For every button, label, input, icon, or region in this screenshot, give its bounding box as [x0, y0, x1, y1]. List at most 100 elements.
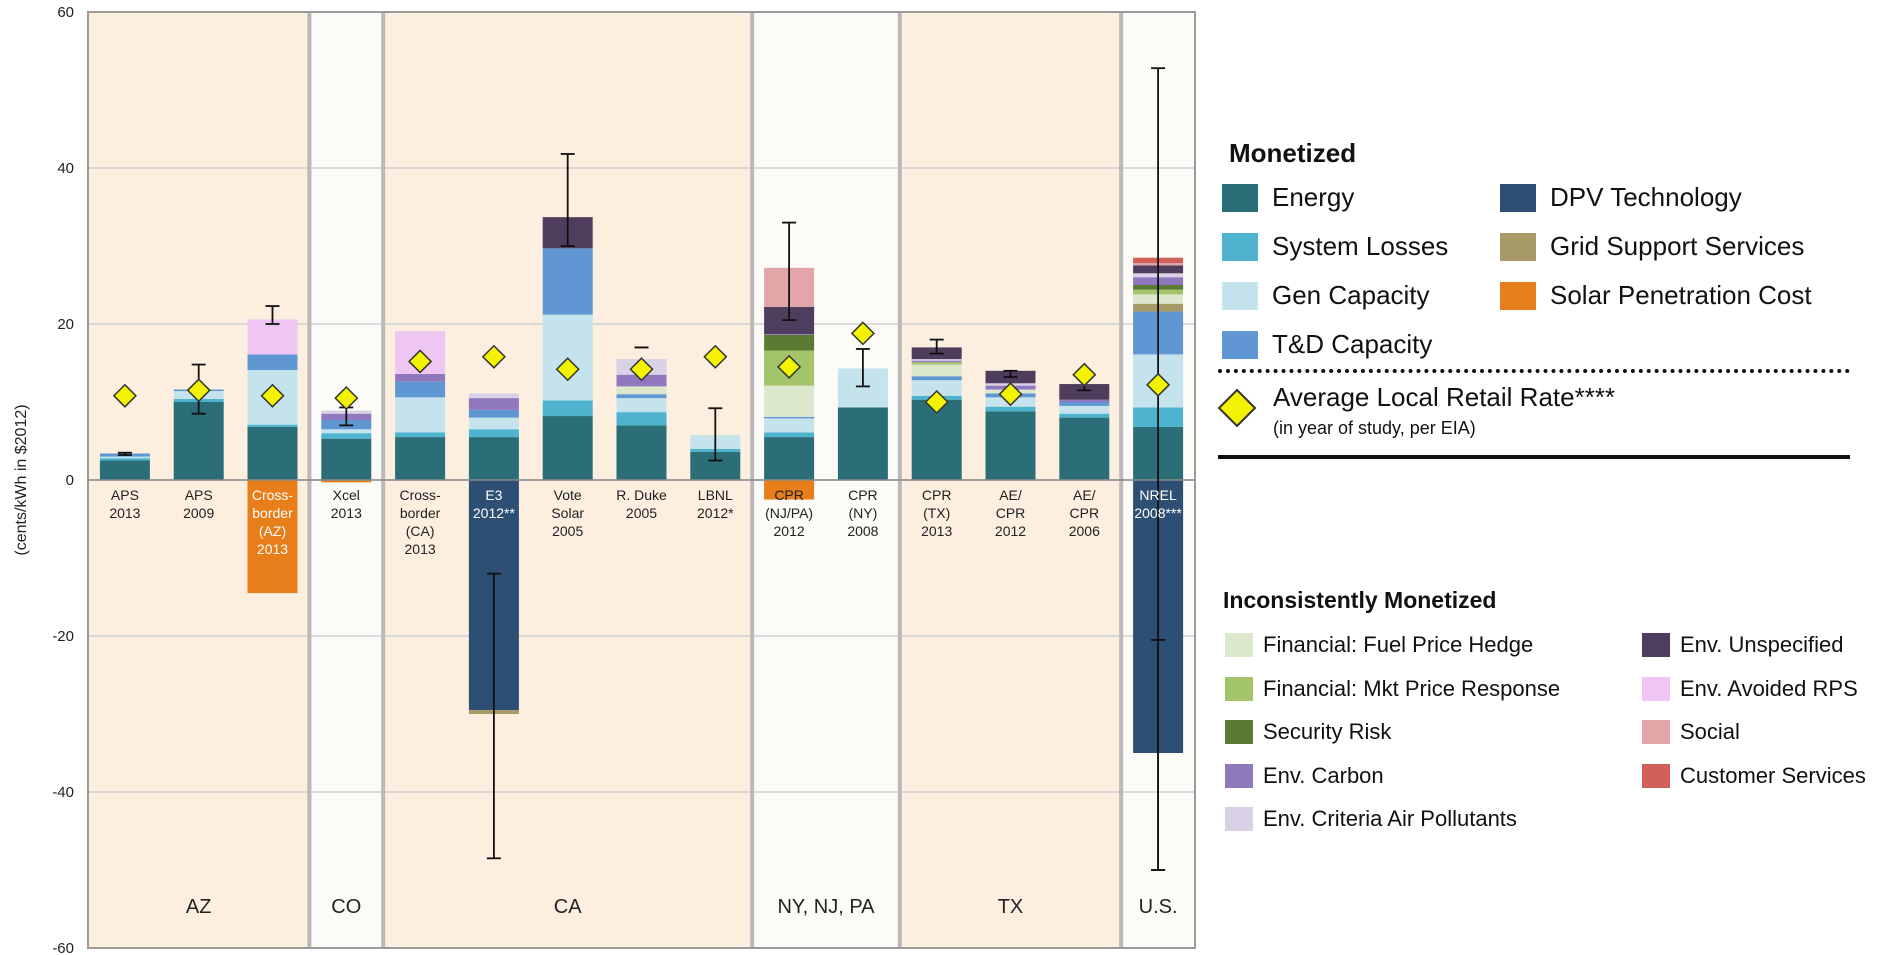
- legend-label: Solar Penetration Cost: [1550, 280, 1812, 310]
- bar-segment-gen-capacity: [99, 456, 150, 459]
- legend-item-gen-capacity: Gen Capacity: [1222, 280, 1430, 311]
- legend-swatch: [1225, 720, 1253, 744]
- legend-item-security-risk: Security Risk: [1225, 719, 1391, 745]
- bar-segment-financial-mkt-price-response: [911, 362, 962, 365]
- bar-segment-financial-fuel-price-hedge: [911, 364, 962, 377]
- legend-inconsistent-title: Inconsistently Monetized: [1223, 587, 1497, 613]
- y-axis-label: (cents/kWh in $2012): [13, 404, 30, 555]
- legend-label: Gen Capacity: [1272, 280, 1430, 310]
- retail-rate-marker: [850, 321, 875, 346]
- bar-segment-env-avoided-rps: [247, 319, 298, 355]
- retail-rate-marker: [924, 389, 949, 415]
- bar-segment-t-d-capacity: [247, 354, 298, 371]
- y-tick-label: 40: [57, 160, 74, 177]
- bar-segment-t-d-capacity: [395, 381, 446, 398]
- bar-segment-system-losses: [542, 400, 593, 417]
- bar-segment-energy: [616, 425, 667, 480]
- bar-segment-energy: [468, 437, 519, 480]
- chart: -60 -40 -20 0 20 40 60 (cents/kWh in $2012) APS 2…: [13, 4, 1196, 955]
- legend-item-solar-penetration-cost: Solar Penetration Cost: [1500, 280, 1812, 311]
- category-label: Vote Solar 2005: [551, 487, 584, 539]
- region-label-tx: TX: [998, 896, 1024, 918]
- legend-item-t-d-capacity: T&D Capacity: [1222, 329, 1432, 360]
- legend-item-env-unspecified: Env. Unspecified: [1642, 632, 1843, 658]
- bar-segment-system-losses: [321, 433, 372, 439]
- retail-rate-marker: [408, 349, 433, 374]
- bar-segment-energy: [395, 437, 446, 480]
- bar-segment-gen-capacity: [395, 397, 446, 433]
- region-label-co: CO: [331, 896, 361, 918]
- legend-item-dpv-technology: DPV Technology: [1500, 182, 1742, 213]
- bar-segment-energy: [173, 402, 224, 480]
- retail-rate-marker: [481, 344, 506, 369]
- retail-rate-marker: [112, 383, 137, 408]
- category-label: CPR (NJ/PA) 2012: [765, 487, 813, 539]
- bar-segment-energy: [1059, 417, 1110, 480]
- bar-segment-system-losses: [1059, 413, 1110, 418]
- legend-label: Financial: Fuel Price Hedge: [1263, 632, 1534, 657]
- bar-segment-gen-capacity: [764, 418, 815, 433]
- category-label: CPR (NY) 2008: [847, 487, 878, 539]
- legend-item-energy: Energy: [1222, 182, 1354, 213]
- category-label: Cross-border (CA) 2013: [399, 487, 441, 557]
- bar-segment-financial-fuel-price-hedge: [616, 386, 667, 395]
- retail-rate-marker: [260, 383, 285, 408]
- legend-swatch: [1500, 281, 1536, 310]
- retail-rate-marker: [703, 344, 728, 369]
- bar-segment-t-d-capacity: [1059, 402, 1110, 406]
- legend-label: Env. Unspecified: [1680, 632, 1844, 657]
- region-label-ca: CA: [554, 896, 582, 918]
- legend-swatch: [1500, 183, 1536, 212]
- retail-rate-marker: [186, 378, 211, 403]
- legend-label: Grid Support Services: [1550, 231, 1805, 261]
- legend-item-customer-services: Customer Services: [1642, 763, 1866, 789]
- bar-segment-energy: [321, 438, 372, 480]
- y-tick-label: -20: [52, 628, 74, 645]
- bar-segment-t-d-capacity: [468, 409, 519, 418]
- legend-label: Env. Carbon: [1263, 762, 1384, 788]
- legend-label: Env. Criteria Air Pollutants: [1263, 806, 1517, 831]
- legend-swatch: [1222, 232, 1258, 261]
- legend-label: Security Risk: [1263, 719, 1392, 744]
- bar-segment-env-carbon: [764, 334, 815, 335]
- bar-segment-t-d-capacity: [542, 248, 593, 315]
- legend-label: Financial: Mkt Price Response: [1263, 675, 1561, 701]
- legend-label: Social: [1680, 719, 1740, 744]
- legend-swatch: [1642, 720, 1670, 744]
- legend-swatch: [1225, 676, 1253, 701]
- legend-item-social: Social: [1642, 719, 1740, 745]
- legend-label: Customer Services: [1680, 762, 1866, 788]
- retail-rate-marker: [1146, 372, 1171, 397]
- retail-rate-diamond-icon: [1217, 388, 1257, 428]
- bar-segment-env-carbon: [468, 398, 519, 410]
- bar-segment-energy: [542, 416, 593, 480]
- retail-rate-marker: [629, 357, 654, 382]
- bar-segment-gen-capacity: [616, 398, 667, 413]
- legend-item-env-criteria-air-pollutants: Env. Criteria Air Pollutants: [1225, 806, 1517, 832]
- category-label: R. Duke 2005: [616, 487, 667, 521]
- legend-swatch: [1222, 183, 1258, 212]
- bar-segment-security-risk: [764, 334, 815, 351]
- legend-label: Env. Avoided RPS: [1680, 675, 1858, 701]
- category-label: APS 2013: [109, 487, 140, 521]
- y-tick-label: 0: [66, 472, 74, 489]
- y-tick-label: -40: [52, 784, 74, 801]
- legend-item-system-losses: System Losses: [1222, 231, 1448, 262]
- bar-segment-system-losses: [985, 406, 1036, 412]
- retail-rate-marker: [777, 354, 802, 379]
- legend-item-env-carbon: Env. Carbon: [1225, 763, 1384, 789]
- bar-segment-system-losses: [764, 432, 815, 438]
- legend-dotted-divider: [1218, 369, 1850, 373]
- legend-retail-sublabel: (in year of study, per EIA): [1273, 418, 1476, 438]
- legend-label: System Losses: [1272, 231, 1449, 261]
- y-tick-label: -60: [52, 940, 74, 955]
- bar-segment-env-criteria-air-pollutants: [468, 393, 519, 399]
- category-label: LBNL 2012*: [697, 487, 734, 521]
- bar-segment-system-losses: [616, 412, 667, 426]
- bar-segment-t-d-capacity: [764, 416, 815, 419]
- legend-swatch: [1225, 807, 1253, 831]
- bar-segment-t-d-capacity: [911, 376, 962, 381]
- y-tick-label: 60: [57, 4, 74, 21]
- category-label: APS 2009: [183, 487, 214, 521]
- bar-segment-energy: [985, 411, 1036, 480]
